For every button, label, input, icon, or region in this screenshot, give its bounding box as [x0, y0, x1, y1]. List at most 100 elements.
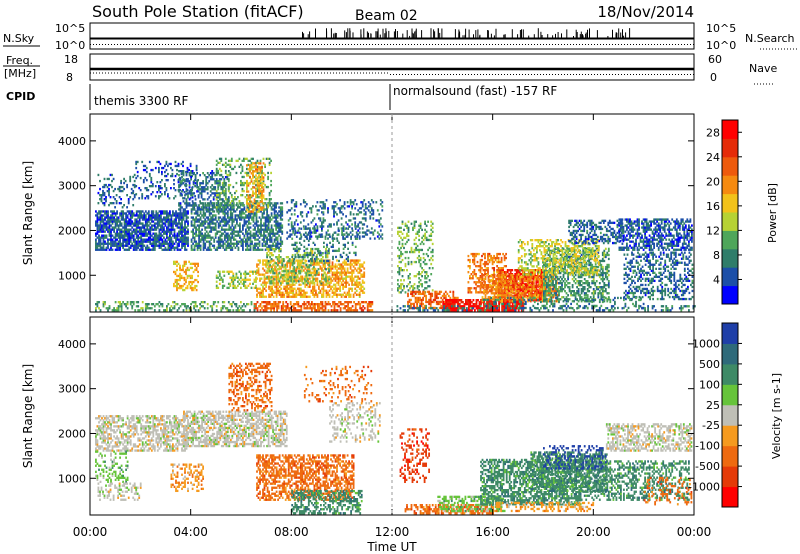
- data-cell: [119, 228, 122, 231]
- data-cell: [179, 206, 182, 209]
- data-cell: [235, 171, 238, 175]
- data-cell: [291, 254, 294, 257]
- data-cell: [264, 309, 267, 312]
- data-cell: [249, 246, 252, 249]
- data-cell: [235, 204, 238, 207]
- data-cell: [289, 271, 292, 274]
- data-cell: [268, 279, 271, 282]
- data-cell: [246, 174, 248, 177]
- data-cell: [278, 224, 281, 227]
- data-cell: [258, 168, 260, 171]
- data-cell: [218, 272, 221, 275]
- data-cell: [172, 226, 174, 229]
- data-cell: [163, 236, 165, 239]
- data-cell: [181, 226, 183, 229]
- data-cell: [175, 240, 177, 243]
- data-cell: [170, 218, 173, 221]
- data-cell: [242, 204, 244, 207]
- data-cell: [125, 244, 128, 247]
- data-cell: [282, 301, 285, 304]
- data-cell: [264, 165, 267, 169]
- data-cell: [361, 275, 364, 278]
- data-cell: [147, 236, 150, 239]
- data-cell: [336, 265, 338, 268]
- data-cell: [340, 207, 343, 210]
- data-cell: [114, 212, 117, 215]
- data-cell: [261, 190, 263, 193]
- data-cell: [351, 243, 354, 247]
- data-cell: [152, 220, 155, 223]
- data-cell: [253, 180, 256, 183]
- data-cell: [278, 250, 281, 253]
- data-cell: [226, 214, 229, 217]
- data-cell: [337, 277, 340, 280]
- data-cell: [258, 210, 260, 213]
- data-cell: [150, 238, 153, 241]
- data-cell: [138, 212, 141, 215]
- data-cell: [290, 263, 293, 266]
- data-cell: [252, 248, 255, 251]
- data-cell: [288, 309, 291, 312]
- data-cell: [125, 212, 128, 215]
- data-cell: [263, 228, 265, 231]
- data-cell: [269, 264, 272, 267]
- data-cell: [234, 214, 237, 217]
- data-cell: [180, 274, 183, 278]
- data-cell: [327, 263, 329, 266]
- data-cell: [306, 282, 309, 285]
- data-cell: [297, 305, 300, 308]
- data-cell: [275, 244, 278, 247]
- data-cell: [122, 236, 125, 239]
- data-cell: [275, 262, 278, 265]
- data-cell: [349, 259, 352, 262]
- data-cell: [247, 190, 250, 193]
- data-cell: [283, 285, 286, 288]
- data-cell: [102, 218, 105, 221]
- data-cell: [217, 238, 220, 241]
- data-cell: [138, 210, 141, 213]
- data-cell: [291, 305, 294, 308]
- data-cell: [262, 301, 265, 304]
- data-cell: [251, 242, 253, 245]
- data-cell: [169, 230, 171, 233]
- data-cell: [175, 214, 177, 217]
- data-cell: [194, 198, 197, 201]
- data-cell: [169, 242, 171, 245]
- data-cell: [227, 282, 230, 286]
- data-cell: [96, 226, 99, 229]
- data-cell: [226, 177, 229, 181]
- data-cell: [266, 210, 269, 213]
- data-cell: [333, 287, 335, 290]
- data-cell: [133, 185, 136, 189]
- data-cell: [361, 263, 364, 266]
- data-cell: [193, 246, 196, 249]
- data-cell: [327, 277, 329, 280]
- data-cell: [293, 272, 296, 275]
- data-cell: [381, 201, 384, 204]
- data-cell: [317, 247, 320, 251]
- data-cell: [104, 224, 106, 227]
- data-cell: [311, 309, 313, 312]
- data-cell: [294, 231, 297, 234]
- data-cell: [182, 216, 185, 219]
- data-cell: [347, 305, 350, 308]
- data-cell: [357, 225, 360, 228]
- data-cell: [242, 232, 244, 235]
- data-cell: [265, 281, 268, 284]
- data-cell: [197, 186, 200, 189]
- data-cell: [110, 240, 112, 243]
- data-cell: [295, 279, 298, 282]
- data-cell: [304, 235, 307, 238]
- data-cell: [345, 305, 348, 308]
- data-cell: [158, 230, 161, 233]
- data-cell: [182, 164, 184, 168]
- data-cell: [101, 224, 103, 227]
- data-cell: [243, 280, 245, 283]
- data-cell: [209, 176, 212, 179]
- data-cell: [322, 225, 325, 228]
- data-cell: [371, 301, 374, 304]
- data-cell: [306, 251, 309, 255]
- data-cell: [166, 234, 168, 237]
- data-cell: [120, 230, 123, 233]
- data-cell: [321, 305, 324, 308]
